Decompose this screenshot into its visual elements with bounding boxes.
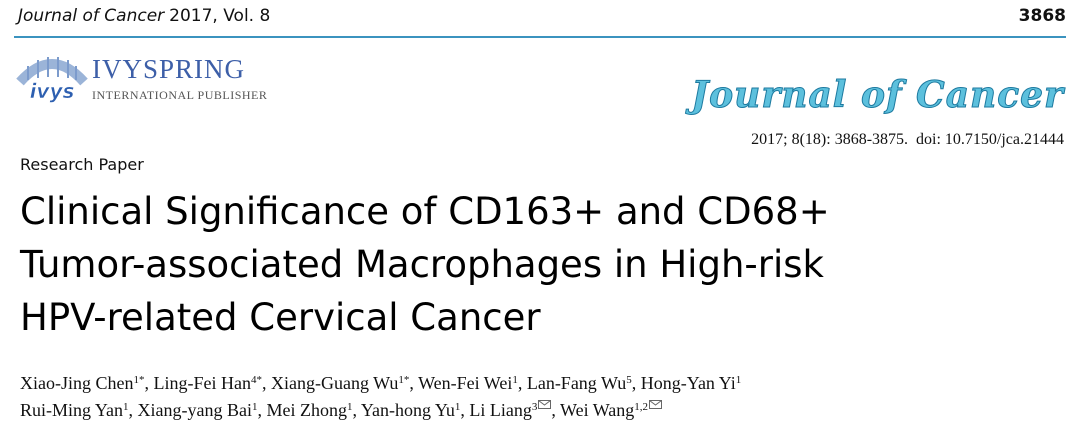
affiliation: 1: [735, 374, 742, 386]
email-icon: [538, 400, 552, 409]
journal-name: Journal of Cancer: [18, 6, 165, 26]
affiliation: 5: [626, 374, 632, 386]
email-icon: [649, 400, 663, 409]
author: Wen-Fei Wei1: [418, 373, 527, 393]
header-rule: [14, 36, 1066, 38]
publisher-name: IVYSPRING: [92, 54, 246, 84]
title-line: HPV-related Cervical Cancer: [20, 296, 541, 339]
affiliation: 1*: [133, 374, 145, 386]
author: Wei Wang1,2: [560, 400, 663, 420]
title-line: Clinical Significance of CD163+ and CD68…: [20, 190, 830, 233]
author-name: Wei Wang: [560, 400, 635, 420]
running-header: Journal of Cancer 2017, Vol. 8: [18, 6, 270, 26]
author: Rui-Ming Yan1: [20, 400, 138, 420]
citation: 2017; 8(18): 3868-3875. doi: 10.7150/jca…: [751, 131, 1064, 148]
author: Xiang-yang Bai1: [138, 400, 267, 420]
issue: 2017, Vol. 8: [169, 6, 271, 26]
affiliation: 1,2: [634, 401, 649, 413]
author: Lan-Fang Wu5: [527, 373, 641, 393]
affiliation: 1: [252, 401, 258, 413]
affiliation: 1: [347, 401, 353, 413]
affiliation: 1*: [398, 374, 410, 386]
author-name: Hong-Yan Yi: [640, 373, 736, 393]
author: Xiao-Jing Chen1*: [20, 373, 153, 393]
author: Ling-Fei Han4*: [153, 373, 270, 393]
author-line: Xiao-Jing Chen1*Ling-Fei Han4*Xiang-Guan…: [20, 373, 741, 394]
author-name: Rui-Ming Yan: [20, 400, 124, 420]
author-name: Lan-Fang Wu: [526, 373, 627, 393]
author-name: Li Liang: [469, 400, 532, 420]
journal-logo: Journal of Cancer: [691, 74, 1064, 117]
author-name: Yan-hong Yu: [360, 400, 455, 420]
author-name: Mei Zhong: [266, 400, 348, 420]
author-name: Xiao-Jing Chen: [20, 373, 134, 393]
affiliation: 1: [454, 401, 461, 413]
author: Yan-hong Yu1: [361, 400, 470, 420]
author-name: Xiang-Guang Wu: [270, 373, 399, 393]
author-name: Xiang-yang Bai: [137, 400, 252, 420]
affiliation: 4*: [250, 374, 262, 386]
affiliation: 3: [531, 401, 538, 413]
title-line: Tumor-associated Macrophages in High-ris…: [20, 243, 824, 286]
publisher-logo: ivys: [16, 57, 88, 103]
author: Mei Zhong1: [267, 400, 361, 420]
author: Xiang-Guang Wu1*: [271, 373, 418, 393]
author-line: Rui-Ming Yan1Xiang-yang Bai1Mei Zhong1Ya…: [20, 400, 663, 421]
author: Hong-Yan Yi1: [641, 373, 742, 393]
affiliation: 1: [512, 374, 518, 386]
author-name: Wen-Fei Wei: [418, 373, 513, 393]
affiliation: 1: [123, 401, 129, 413]
article-type: Research Paper: [20, 155, 144, 174]
author-name: Ling-Fei Han: [153, 373, 251, 393]
author: Li Liang3: [469, 400, 560, 420]
publisher-subtitle: INTERNATIONAL PUBLISHER: [92, 88, 268, 102]
logo-mark: ivys: [30, 79, 75, 103]
page-number: 3868: [1018, 6, 1066, 26]
